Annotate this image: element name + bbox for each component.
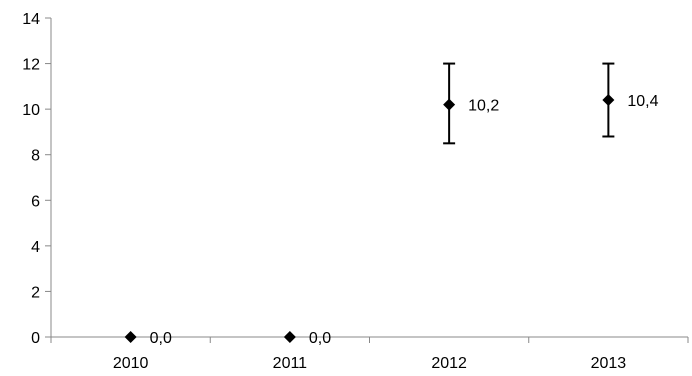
data-value-label: 0,0 — [309, 330, 331, 347]
axes — [50, 18, 688, 338]
data-point-marker — [283, 331, 296, 343]
data-points — [124, 94, 615, 343]
x-tick-label: 2011 — [273, 355, 308, 372]
y-tick-label: 8 — [31, 148, 40, 165]
x-tick-label: 2010 — [113, 355, 149, 372]
data-value-label: 10,4 — [627, 93, 658, 110]
y-axis-ticks: 0 2 4 6 8 10 12 14 — [22, 11, 51, 347]
data-point-marker — [124, 331, 137, 343]
y-tick-label: 4 — [31, 239, 40, 256]
y-tick-label: 6 — [31, 193, 40, 210]
x-tick-label: 2013 — [591, 355, 627, 372]
y-tick-label: 0 — [31, 330, 40, 347]
y-tick-label: 14 — [22, 11, 40, 28]
x-axis-ticks: 2010 2011 2012 2013 — [50, 337, 689, 372]
y-tick-label: 12 — [22, 57, 40, 74]
y-tick-label: 10 — [22, 102, 40, 119]
y-tick-label: 2 — [31, 284, 40, 301]
x-tick-label: 2012 — [431, 355, 467, 372]
data-value-label: 0,0 — [150, 330, 172, 347]
data-labels: 0,0 0,0 10,2 10,4 — [150, 93, 659, 347]
data-point-marker — [602, 94, 615, 107]
data-point-marker — [443, 98, 456, 111]
data-value-label: 10,2 — [468, 98, 499, 115]
